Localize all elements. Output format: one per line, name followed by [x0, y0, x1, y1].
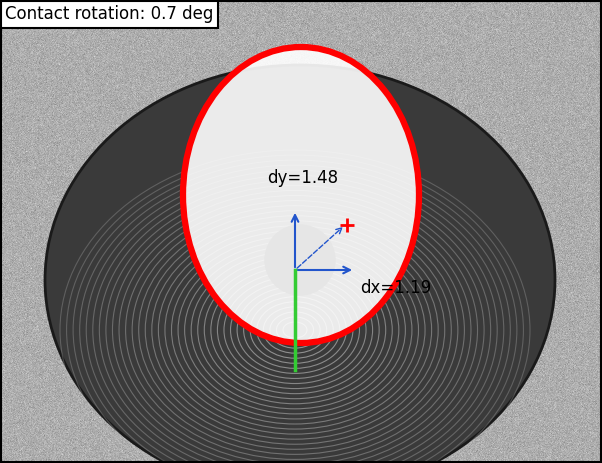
Ellipse shape — [45, 65, 555, 463]
Text: Contact rotation: 0.7 deg: Contact rotation: 0.7 deg — [5, 5, 213, 23]
Ellipse shape — [265, 225, 335, 295]
Text: dx=1.19: dx=1.19 — [360, 279, 431, 297]
Ellipse shape — [183, 47, 419, 343]
Text: dy=1.48: dy=1.48 — [267, 169, 338, 187]
